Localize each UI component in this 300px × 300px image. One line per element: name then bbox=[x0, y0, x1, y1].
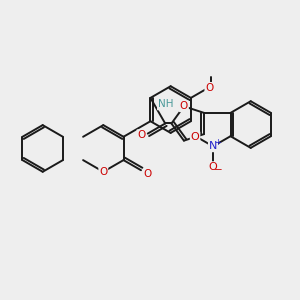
Text: O: O bbox=[137, 130, 146, 140]
Text: −: − bbox=[214, 165, 223, 175]
Text: O: O bbox=[144, 169, 152, 179]
Text: N: N bbox=[209, 141, 217, 151]
Text: O: O bbox=[205, 83, 214, 93]
Text: O: O bbox=[99, 167, 107, 177]
Text: O: O bbox=[191, 132, 200, 142]
Text: NH: NH bbox=[158, 100, 173, 110]
Text: +: + bbox=[214, 138, 221, 147]
Text: O: O bbox=[208, 162, 217, 172]
Text: O: O bbox=[180, 101, 188, 111]
